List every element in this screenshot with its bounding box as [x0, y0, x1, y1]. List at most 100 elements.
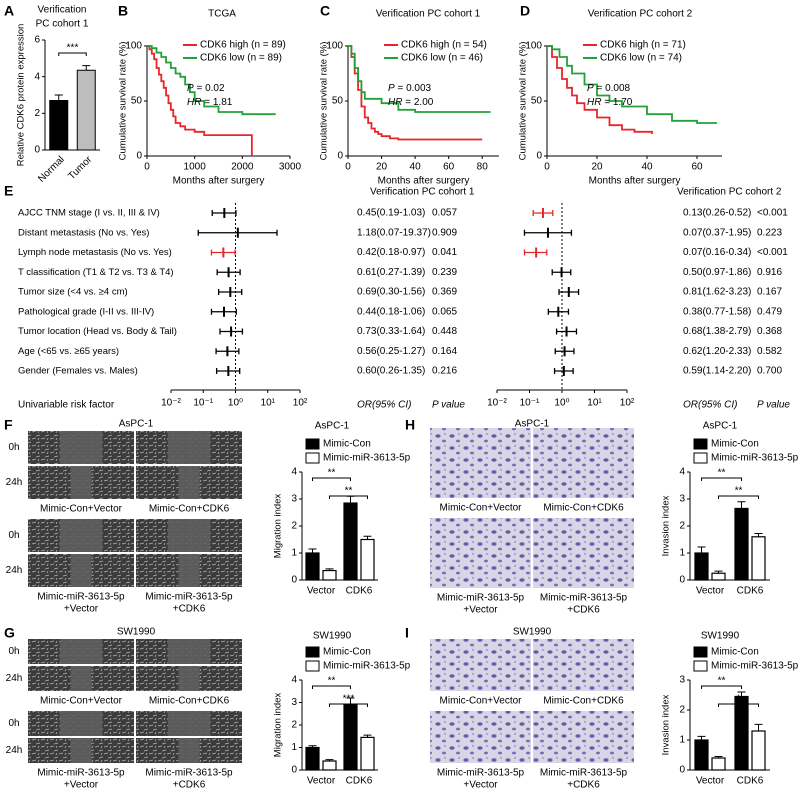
- wound-gap: [70, 466, 92, 499]
- p-value: 0.216: [432, 366, 457, 377]
- chart-title: TCGA: [208, 9, 236, 20]
- legend-label: Mimic-miR-3613-5p: [323, 453, 411, 464]
- row-label: 0h: [8, 646, 19, 657]
- legend-swatch: [693, 452, 708, 464]
- significance-label: **: [328, 676, 336, 687]
- image-caption: Mimic-miR-3613-5p: [37, 592, 125, 603]
- image-caption: +CDK6: [173, 604, 206, 615]
- y-axis-label: Cumulative survival rate (%): [118, 42, 129, 161]
- column-header: P value: [432, 400, 465, 411]
- image-caption: Mimic-miR-3613-5p: [540, 593, 628, 604]
- legend-label: CDK6 high (n = 71): [600, 40, 686, 51]
- y-tick-label: 0: [536, 151, 542, 162]
- row-label: Age (<65 vs. ≥65 years): [18, 346, 119, 357]
- chart-title: PC cohort 1: [36, 19, 89, 30]
- legend-label: Mimic-miR-3613-5p: [323, 661, 411, 672]
- row-label: Lymph node metastasis (No vs. Yes): [18, 247, 172, 258]
- stat: HR = 1.70: [587, 97, 633, 108]
- image-caption: +CDK6: [173, 780, 206, 791]
- significance-bracket: [701, 477, 742, 481]
- error-bar: [325, 759, 334, 761]
- chart-title: SW1990: [701, 631, 740, 642]
- error-bar: [54, 94, 63, 101]
- legend-swatch: [693, 646, 708, 658]
- or-ci: 0.62(1.20-2.33): [683, 346, 751, 357]
- significance-label: *: [737, 694, 741, 705]
- stat: HR = 2.00: [388, 97, 434, 108]
- row-label: 24h: [6, 673, 23, 684]
- column-header: OR(95% CI): [683, 400, 737, 411]
- legend-swatch: [305, 438, 320, 450]
- error-bar: [308, 548, 317, 553]
- panel-letter: D: [520, 3, 530, 19]
- x-tick-label: 10¹: [587, 398, 602, 409]
- x-tick-label: 10²: [620, 398, 635, 409]
- wound-gap: [59, 519, 103, 552]
- y-tick-label: 2: [679, 705, 685, 716]
- x-tick-label: Vector: [307, 776, 336, 787]
- panel-letter: C: [320, 3, 330, 19]
- x-tick-label: 2000: [231, 162, 254, 173]
- y-axis-label: Cumulative survival rate (%): [518, 42, 529, 161]
- x-tick-label: 10⁻¹: [193, 398, 213, 409]
- row-label: Gender (Females vs. Males): [18, 366, 138, 377]
- legend-swatch: [693, 438, 708, 450]
- survival-curve: [348, 45, 491, 113]
- p-value: 0.041: [432, 247, 457, 258]
- image-caption: Mimic-miR-3613-5p: [437, 593, 525, 604]
- y-tick-label: 2: [679, 521, 685, 532]
- bar: [360, 538, 375, 581]
- error-bar: [346, 495, 355, 504]
- survival-curve: [547, 45, 717, 124]
- x-tick-label: Normal: [36, 154, 67, 185]
- micrograph: [533, 639, 634, 691]
- legend-label: CDK6 low (n = 89): [200, 53, 282, 64]
- x-tick-label: 1000: [184, 162, 207, 173]
- row-label: AJCC TNM stage (I vs. II, III & IV): [18, 208, 160, 219]
- bar: [322, 569, 337, 581]
- wound-gap: [178, 666, 200, 691]
- y-tick-label: 0: [679, 765, 685, 776]
- y-tick-label: 4: [34, 71, 40, 82]
- x-tick-label: Vector: [696, 776, 725, 787]
- survival-curve: [348, 45, 483, 141]
- wound-gap: [178, 466, 200, 499]
- row-label: 24h: [6, 565, 23, 576]
- image-caption: +Vector: [463, 780, 498, 791]
- bar: [751, 536, 766, 581]
- x-tick-label: 10⁻¹: [520, 398, 540, 409]
- stat-part: = 0.008: [594, 83, 631, 94]
- survival-curve: [547, 45, 653, 134]
- error-bar: [363, 734, 372, 738]
- y-axis-label: Migration index: [273, 494, 284, 559]
- or-ci: 0.42(0.18-0.97): [357, 247, 425, 258]
- y-tick-label: 2: [291, 521, 297, 532]
- image-title: AsPC-1: [119, 419, 154, 430]
- legend-label: CDK6 low (n = 74): [600, 53, 682, 64]
- or-ci: 0.60(0.26-1.35): [357, 366, 425, 377]
- chart-title: Verification: [38, 5, 87, 16]
- x-tick-label: 40: [410, 162, 422, 173]
- stat-part: HR: [187, 97, 201, 108]
- panel-letter: G: [4, 625, 15, 641]
- chart-title: AsPC-1: [315, 421, 350, 432]
- significance-label: **: [718, 676, 726, 687]
- chart-title: AsPC-1: [703, 421, 738, 432]
- y-tick-label: 0: [679, 575, 685, 586]
- p-value: 0.582: [757, 346, 782, 357]
- image-caption: +Vector: [64, 604, 99, 615]
- image-title: SW1990: [117, 627, 156, 638]
- x-axis-label: Months after surgery: [378, 176, 470, 187]
- legend-label: Mimic-miR-3613-5p: [711, 661, 799, 672]
- bar: [734, 695, 749, 771]
- x-tick-label: CDK6: [346, 776, 373, 787]
- legend-label: CDK6 high (n = 54): [401, 40, 487, 51]
- wound-gap: [167, 711, 211, 736]
- x-tick-label: 20: [591, 162, 603, 173]
- x-axis-label: Months after surgery: [589, 176, 681, 187]
- x-tick-label: 10¹: [261, 398, 276, 409]
- stat-part: P: [388, 83, 395, 94]
- error-bar: [697, 546, 706, 553]
- bar: [49, 100, 69, 151]
- y-tick-label: 1: [291, 742, 297, 753]
